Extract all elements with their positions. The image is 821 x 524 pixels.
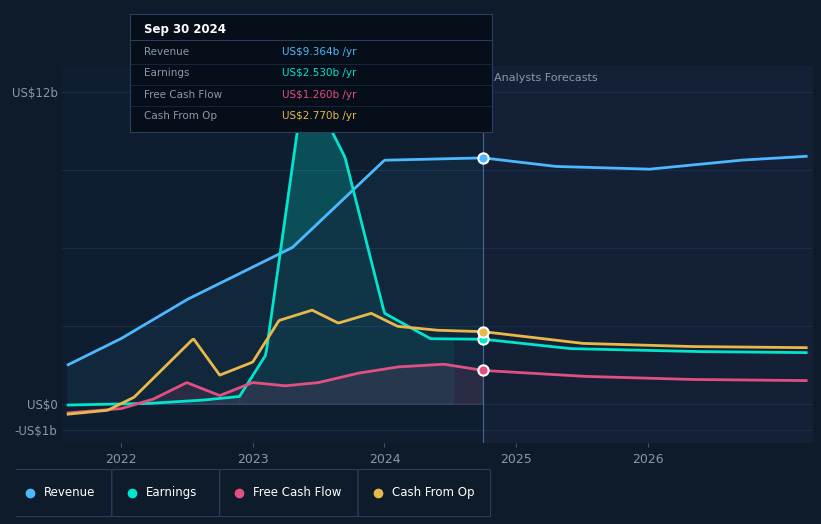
Text: Sep 30 2024: Sep 30 2024 bbox=[144, 24, 227, 37]
Text: Free Cash Flow: Free Cash Flow bbox=[254, 486, 342, 499]
Point bbox=[477, 335, 490, 343]
Text: Earnings: Earnings bbox=[144, 68, 190, 78]
Text: Past: Past bbox=[455, 73, 478, 83]
Bar bbox=[484, 66, 819, 443]
Text: US$1.260b /yr: US$1.260b /yr bbox=[282, 90, 356, 100]
Point bbox=[477, 154, 490, 162]
Point bbox=[477, 328, 490, 336]
FancyBboxPatch shape bbox=[112, 470, 220, 517]
Text: Free Cash Flow: Free Cash Flow bbox=[144, 90, 222, 100]
Point bbox=[477, 366, 490, 375]
Text: Analysts Forecasts: Analysts Forecasts bbox=[494, 73, 598, 83]
Text: Revenue: Revenue bbox=[44, 486, 95, 499]
FancyBboxPatch shape bbox=[10, 470, 112, 517]
Text: Earnings: Earnings bbox=[146, 486, 197, 499]
Text: US$2.770b /yr: US$2.770b /yr bbox=[282, 111, 356, 121]
FancyBboxPatch shape bbox=[358, 470, 491, 517]
Text: Cash From Op: Cash From Op bbox=[144, 111, 218, 121]
FancyBboxPatch shape bbox=[220, 470, 358, 517]
Text: Cash From Op: Cash From Op bbox=[392, 486, 475, 499]
Text: Revenue: Revenue bbox=[144, 47, 190, 57]
Text: US$2.530b /yr: US$2.530b /yr bbox=[282, 68, 356, 78]
Text: US$9.364b /yr: US$9.364b /yr bbox=[282, 47, 356, 57]
